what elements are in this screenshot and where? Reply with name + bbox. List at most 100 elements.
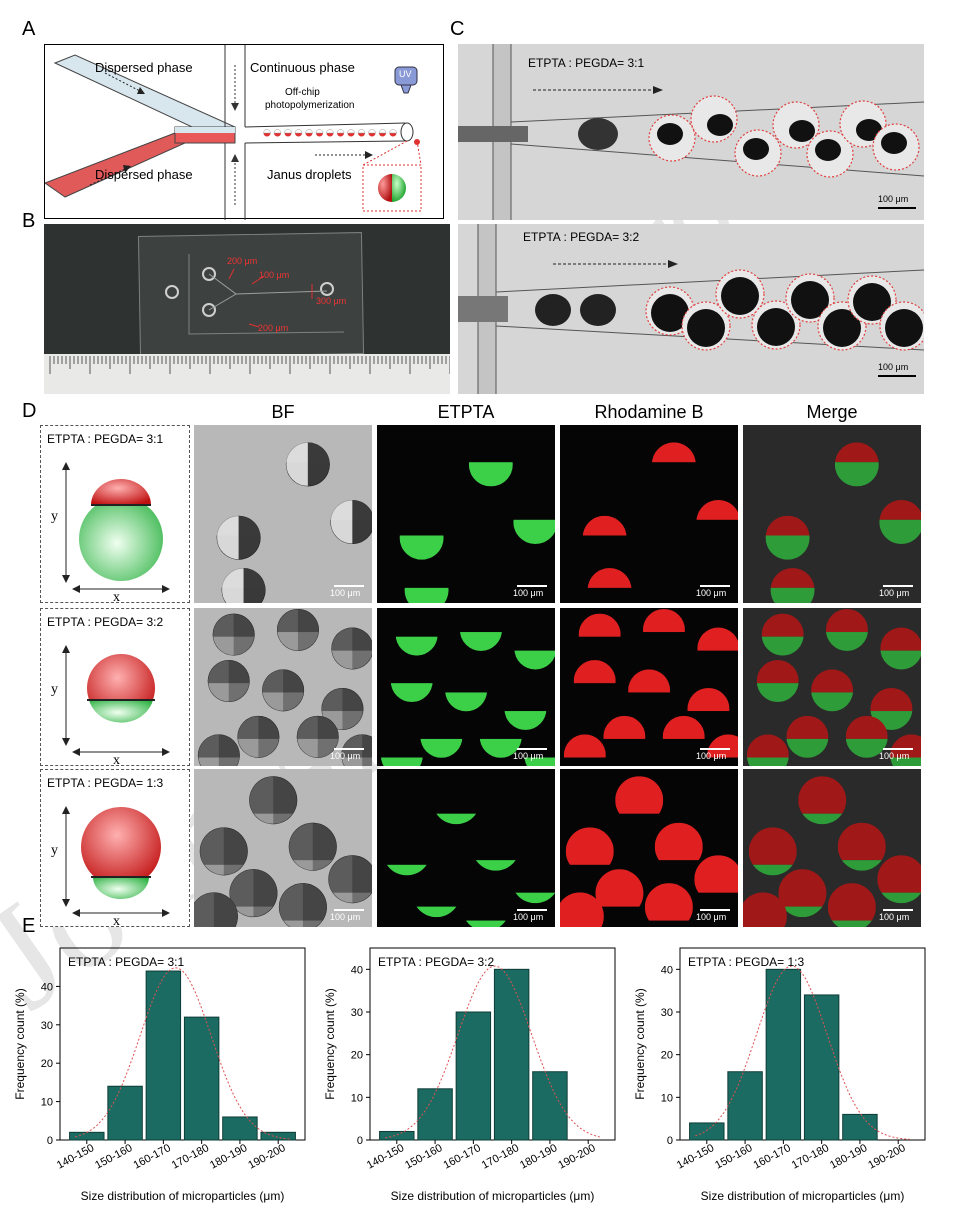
janus-microparticle xyxy=(221,568,266,603)
col-head-bf: BF xyxy=(271,402,295,422)
scale-bar-label: 100 μm xyxy=(513,588,544,598)
x-tick-label: 160-170 xyxy=(751,1142,792,1172)
x-tick-label: 150-160 xyxy=(93,1142,134,1172)
continuous-phase-label: Continuous phase xyxy=(250,60,355,75)
janus-microparticle xyxy=(276,608,319,651)
janus-microparticle xyxy=(615,776,664,814)
x-tick-label: 140-150 xyxy=(675,1142,716,1172)
histogram-bar xyxy=(689,1122,725,1141)
janus-microparticle xyxy=(468,462,513,487)
y-tick-label: 0 xyxy=(667,1135,673,1147)
janus-microparticle xyxy=(461,920,510,927)
janus-microparticle xyxy=(341,734,372,766)
channel-droplet xyxy=(368,133,376,137)
histogram-bar xyxy=(765,968,802,1141)
y-tick-label: 20 xyxy=(41,1058,53,1070)
axis-x-label: x xyxy=(113,753,120,768)
janus-microparticle xyxy=(837,822,886,871)
panel-label-d: D xyxy=(22,400,37,422)
channel-droplet xyxy=(337,133,344,137)
scale-bar-label: 100 μm xyxy=(879,912,910,922)
histogram-bar xyxy=(183,1016,220,1141)
x-tick-label: 180-190 xyxy=(518,1142,559,1172)
scale-bar: 100 μm xyxy=(879,585,913,601)
channel-droplet xyxy=(379,133,386,137)
ratio-label: ETPTA : PEGDA= 3:1 xyxy=(47,432,164,446)
janus-microparticle xyxy=(811,669,854,712)
x-tick-label: 140-150 xyxy=(55,1142,96,1172)
janus-microparticle xyxy=(524,757,555,766)
janus-microparticle xyxy=(746,734,789,766)
histogram-chart-1: 0 10 20 30 40 140-150150-160160-170170-180180… xyxy=(13,947,306,1203)
dispersed-phase-bottom-label: Dispersed phase xyxy=(95,167,193,182)
y-tick-label: 30 xyxy=(661,1007,673,1019)
axis-y-label: y xyxy=(51,843,58,858)
micrograph-rhodamine-row2: 100 μm xyxy=(560,608,738,766)
janus-microparticle xyxy=(432,813,481,825)
janus-microparticle xyxy=(296,715,339,758)
scale-bar-label: 100 μm xyxy=(879,588,910,598)
y-tick-label: 40 xyxy=(351,964,363,976)
histogram-bar xyxy=(842,1113,878,1141)
janus-microparticle xyxy=(573,660,616,684)
micrograph-etpta-row1: 100 μm xyxy=(377,425,555,603)
y-tick-label: 20 xyxy=(661,1050,673,1062)
janus-particle-schematic xyxy=(62,645,170,756)
janus-microparticle xyxy=(696,500,738,520)
micrograph-rhodamine-row3: 100 μm xyxy=(560,769,738,927)
scale-bar-label: 100 μm xyxy=(513,912,544,922)
janus-microparticle xyxy=(278,883,327,927)
x-tick-label: 170-180 xyxy=(790,1142,831,1172)
janus-microparticle xyxy=(761,613,804,656)
chart-title: ETPTA : PEGDA= 3:1 xyxy=(68,955,184,969)
ratio-schematic-3: ETPTA : PEGDA= 1:3 y x xyxy=(40,769,190,929)
janus-microparticle xyxy=(288,822,337,871)
scale-bar: 100 μm xyxy=(696,909,730,925)
histogram-bar xyxy=(222,1116,258,1141)
scale-bar-label: 100 μm xyxy=(879,751,910,761)
panel-c-top-micrograph: ETPTA : PEGDA= 3:1 100 μm xyxy=(458,44,924,220)
janus-microparticle xyxy=(399,535,444,560)
scale-bar: 100 μm xyxy=(513,909,547,925)
janus-microparticle xyxy=(459,632,502,651)
janus-microparticle xyxy=(285,442,330,487)
channel-droplet xyxy=(578,118,618,150)
janus-microparticle xyxy=(628,669,671,693)
device-schematic xyxy=(45,45,422,220)
ratio-schematic-2: ETPTA : PEGDA= 3:2 y x xyxy=(40,608,190,768)
micrograph-etpta-row2: 100 μm xyxy=(377,608,555,766)
scale-bar: 100 μm xyxy=(513,585,547,601)
janus-microparticle xyxy=(330,500,372,544)
janus-microparticle xyxy=(662,715,705,739)
janus-microparticle xyxy=(229,869,278,918)
janus-microparticle xyxy=(328,855,372,904)
dim-label-4: 200 μm xyxy=(258,323,289,333)
x-tick-label: 180-190 xyxy=(828,1142,869,1172)
scale-bar: 100 μm xyxy=(879,909,913,925)
c-bottom-scale-label: 100 μm xyxy=(878,362,909,372)
y-tick-label: 0 xyxy=(47,1135,53,1147)
scale-bar: 100 μm xyxy=(330,748,364,764)
janus-microparticle xyxy=(687,687,730,712)
x-tick-label: 190-200 xyxy=(556,1142,597,1172)
col-head-rhodamine: Rhodamine B xyxy=(594,402,704,422)
janus-microparticle xyxy=(565,827,614,865)
dim-label-1: 200 μm xyxy=(227,256,258,266)
plot-frame xyxy=(369,947,616,1141)
channel-droplet xyxy=(326,133,334,137)
janus-microparticle xyxy=(262,669,305,712)
histogram-bar xyxy=(727,1071,763,1141)
axis-x-label: x xyxy=(113,590,120,605)
janus-microparticle xyxy=(511,892,555,904)
histogram-bar xyxy=(493,968,530,1141)
janus-microparticle xyxy=(479,738,522,758)
x-tick-label: 140-150 xyxy=(365,1142,406,1172)
histogram-bar xyxy=(803,994,840,1141)
x-tick-label: 150-160 xyxy=(713,1142,754,1172)
janus-microparticle xyxy=(834,442,879,487)
channel-droplet xyxy=(389,133,397,137)
janus-microparticle xyxy=(199,827,248,876)
channel-droplet xyxy=(347,133,355,137)
janus-microparticle xyxy=(212,613,255,656)
janus-microparticle xyxy=(595,869,644,907)
